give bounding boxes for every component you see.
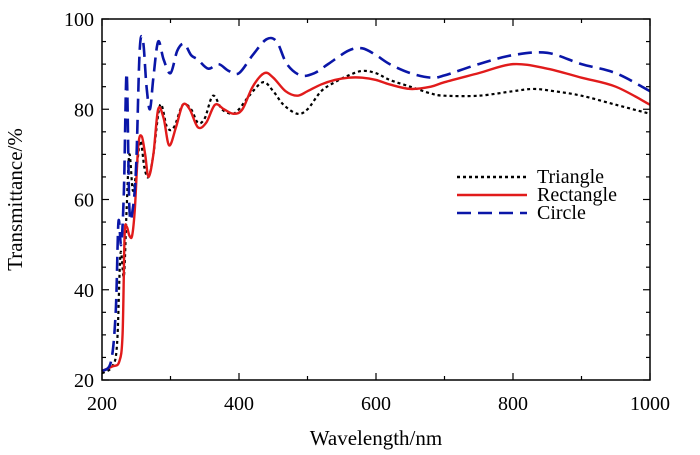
x-tick-label: 200 (87, 393, 117, 415)
x-tick-label: 600 (361, 393, 391, 415)
legend-label-rectangle: Rectangle (537, 184, 617, 206)
y-axis-title: Transmittance/% (3, 128, 27, 271)
series-line-circle (101, 34, 651, 373)
ticks (101, 18, 651, 381)
legend-label-circle: Circle (537, 202, 586, 224)
y-tick-label: 80 (74, 99, 94, 121)
x-axis-title: Wavelength/nm (310, 426, 442, 450)
y-tick-label: 100 (64, 9, 94, 31)
y-tick-label: 20 (74, 370, 94, 392)
y-tick-label: 60 (74, 190, 94, 212)
x-tick-label: 800 (498, 393, 528, 415)
x-tick-label: 400 (224, 393, 254, 415)
y-tick-label: 40 (74, 280, 94, 302)
plot-lines (101, 34, 651, 375)
tick-labels: 200 400 600 800 1000 20 40 60 80 100 (64, 9, 670, 415)
x-tick-label: 1000 (630, 393, 670, 415)
series-line-rectangle (101, 62, 651, 373)
legend-label-triangle: Triangle (537, 166, 604, 188)
legend: Triangle Rectangle Circle (457, 166, 617, 224)
